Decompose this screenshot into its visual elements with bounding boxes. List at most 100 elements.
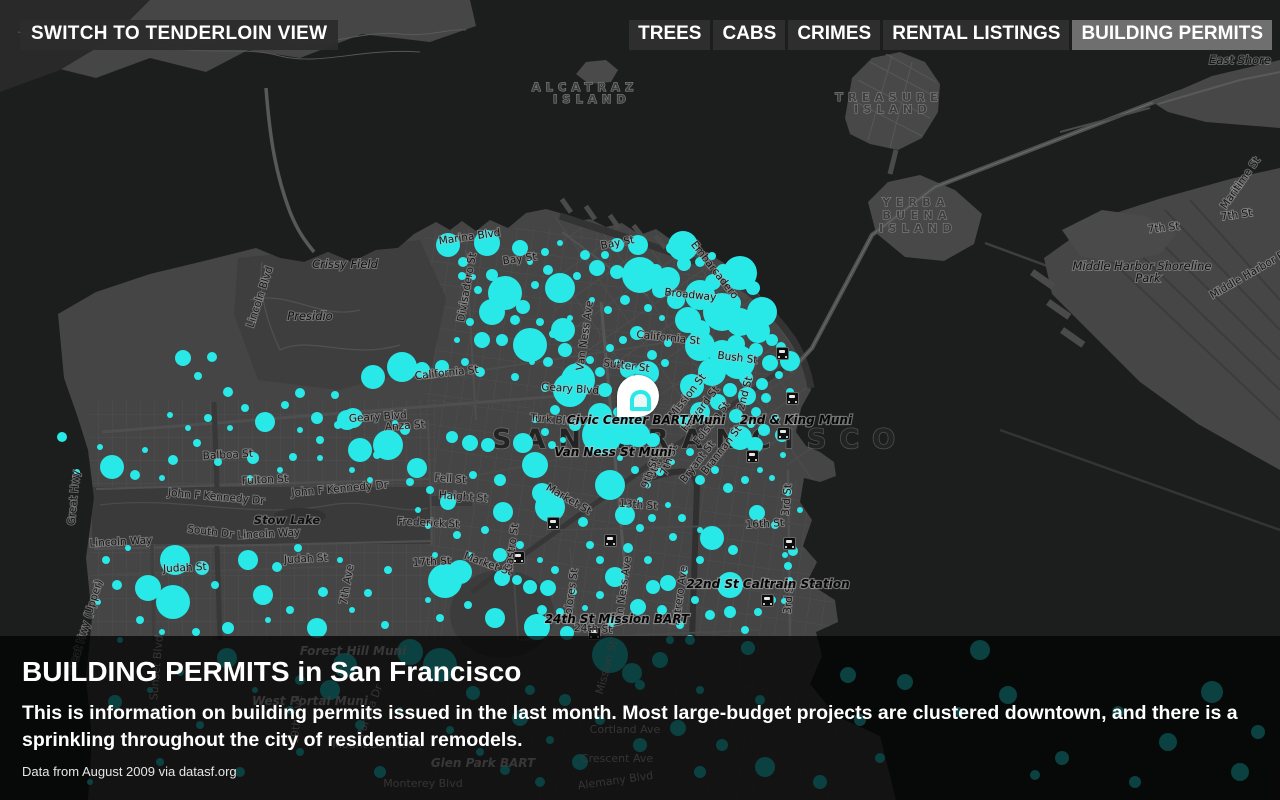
switch-view-button[interactable]: SWITCH TO TENDERLOIN VIEW: [20, 20, 339, 50]
permit-dot: [481, 526, 489, 534]
permit-dot: [727, 335, 745, 353]
island-label: ALCATRAZ: [532, 80, 639, 94]
permit-dot: [467, 552, 473, 558]
permit-dot: [668, 273, 678, 283]
permit-dot: [307, 618, 327, 638]
permit-dot: [571, 589, 577, 595]
permit-dot: [646, 433, 660, 447]
permit-dot: [373, 451, 381, 459]
permit-dot: [754, 608, 762, 616]
permit-dot: [349, 467, 355, 473]
tab-cabs[interactable]: CABS: [713, 20, 786, 50]
permit-dot: [247, 452, 259, 464]
permit-dot: [334, 421, 342, 429]
permit-dot: [739, 371, 753, 385]
permit-dot: [485, 608, 505, 628]
permit-dot: [728, 545, 738, 555]
permit-dot: [596, 591, 604, 599]
permit-dot: [349, 607, 355, 613]
permit-dot: [614, 359, 620, 365]
permit-dot: [553, 373, 587, 407]
permit-dot: [610, 238, 624, 252]
panel-description: This is information on building permits …: [22, 702, 1238, 751]
island-label: TREASURE: [835, 90, 943, 104]
transit-stop-icon: [776, 347, 789, 360]
tab-crimes[interactable]: CRIMES: [788, 20, 881, 50]
permit-dot: [723, 483, 733, 493]
permit-dot: [582, 605, 588, 611]
treasure-island: [845, 52, 940, 175]
permit-dot: [690, 402, 710, 422]
permit-dot: [723, 383, 737, 397]
permit-dot: [475, 367, 485, 377]
layer-tabs: TREES CABS CRIMES RENTAL LISTINGS BUILDI…: [629, 20, 1272, 50]
permit-dot: [522, 452, 548, 478]
permit-dot: [537, 605, 547, 615]
permit-dot: [387, 352, 417, 382]
permit-dot: [130, 470, 140, 480]
permit-dot: [462, 435, 478, 451]
permit-dot: [238, 550, 258, 570]
permit-dot: [659, 315, 665, 321]
transit-stop-icon: [547, 517, 560, 530]
permit-dot: [102, 556, 110, 564]
permit-dot: [227, 425, 233, 431]
permit-dot: [277, 467, 283, 473]
island-label: BUENA: [882, 208, 951, 222]
permit-dot: [705, 274, 721, 290]
permit-dot: [160, 545, 190, 575]
permit-dot: [749, 505, 765, 521]
map-pin-marker[interactable]: [617, 375, 659, 417]
permit-dot: [669, 533, 677, 541]
permit-dot: [630, 599, 646, 615]
yerba-buena-island: [868, 175, 982, 261]
permit-dot: [551, 318, 575, 342]
permit-dot: [664, 339, 672, 347]
permit-dot: [297, 427, 303, 433]
permit-dot: [523, 580, 537, 594]
permit-dot: [678, 514, 686, 522]
permit-dot: [686, 448, 694, 456]
permit-dot: [601, 251, 609, 259]
permit-dot: [425, 597, 431, 603]
permit-dot: [440, 494, 456, 510]
permit-dot: [331, 391, 339, 399]
permit-dot: [660, 575, 676, 591]
permit-dot: [596, 556, 604, 564]
permit-dot: [281, 401, 289, 409]
tab-rental-listings[interactable]: RENTAL LISTINGS: [883, 20, 1070, 50]
permit-dot: [705, 610, 715, 620]
permit-dot: [494, 570, 510, 586]
permit-dot: [474, 230, 500, 256]
permit-dot: [272, 562, 282, 572]
permit-dot: [125, 545, 131, 551]
permit-dot: [211, 581, 219, 589]
permit-dot: [527, 259, 533, 265]
tab-building-permits[interactable]: BUILDING PERMITS: [1072, 20, 1272, 50]
permit-dot: [646, 580, 660, 594]
permit-dot: [782, 552, 788, 558]
tab-trees[interactable]: TREES: [629, 20, 711, 50]
data-source-note: Data from August 2009 via datasf.org: [22, 763, 237, 779]
permit-dot: [762, 355, 778, 371]
transit-stop-icon: [783, 537, 796, 550]
permit-dot: [175, 350, 191, 366]
permit-dot: [746, 281, 760, 295]
permit-dot: [529, 359, 535, 365]
permit-dot: [724, 606, 736, 618]
permit-dot: [432, 552, 438, 558]
permit-dot: [595, 367, 605, 377]
permit-dot: [458, 257, 468, 267]
transit-stop-icon: [786, 392, 799, 405]
permit-dot: [466, 318, 474, 326]
permit-dot: [617, 455, 623, 461]
permit-dot: [461, 358, 469, 366]
permit-dot: [167, 412, 173, 418]
permit-dot: [381, 621, 389, 629]
permit-dot: [589, 260, 605, 276]
permit-dot: [647, 350, 657, 360]
permit-dot: [543, 357, 553, 367]
permit-dot: [631, 466, 639, 474]
permit-dot: [531, 281, 539, 289]
permit-dot: [407, 458, 427, 478]
